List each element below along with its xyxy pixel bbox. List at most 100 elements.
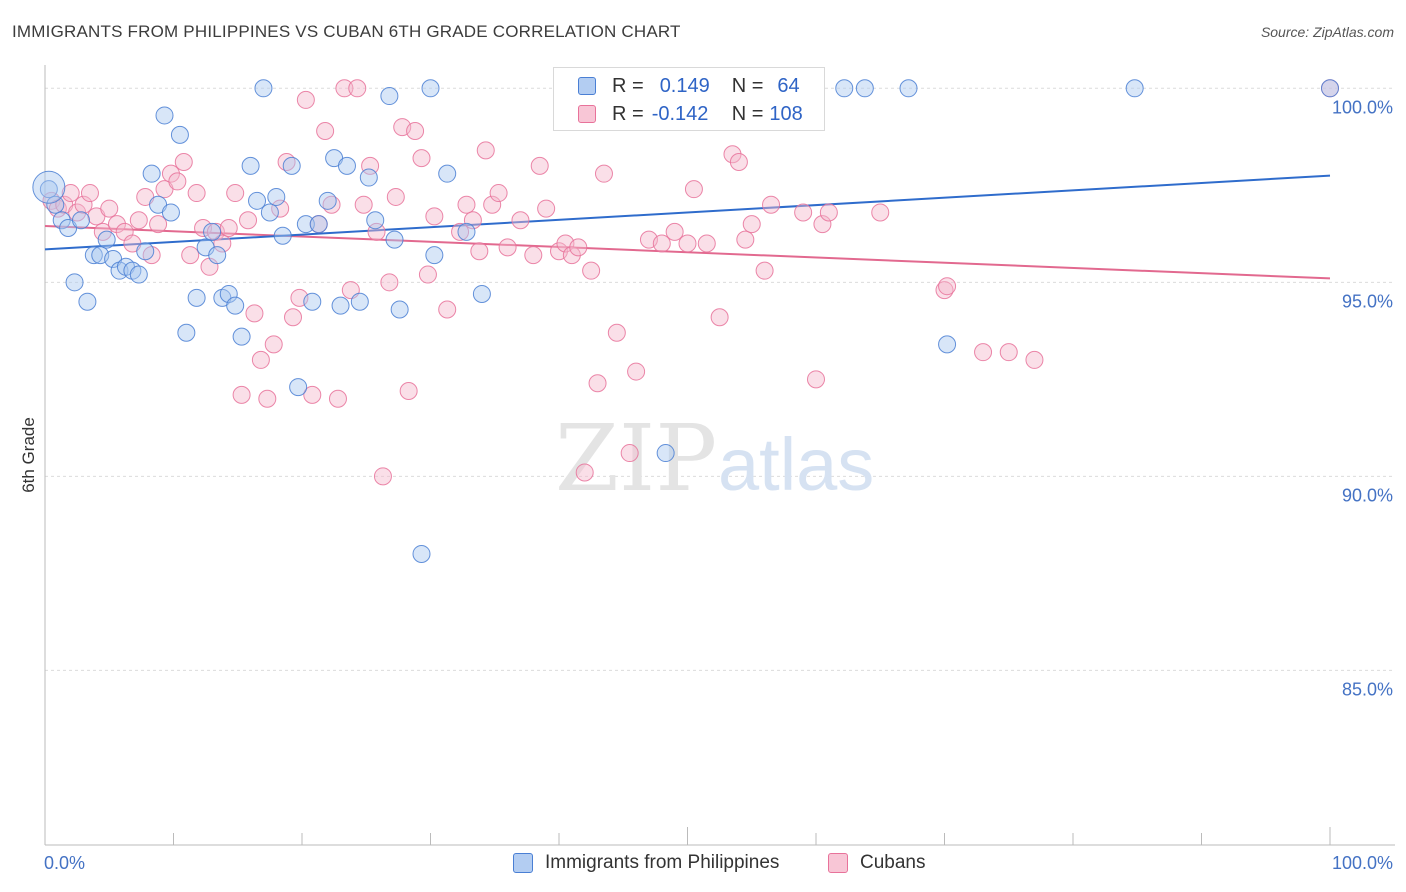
data-point — [328, 389, 347, 408]
data-point — [472, 284, 491, 303]
data-point — [39, 180, 58, 199]
y-tick-label: 95.0% — [1342, 291, 1393, 311]
data-point — [742, 215, 761, 234]
data-point — [627, 362, 646, 381]
data-point — [476, 141, 495, 160]
data-point — [1321, 79, 1339, 98]
trend-line — [44, 174, 1331, 251]
data-point — [938, 335, 957, 354]
data-point — [899, 79, 918, 98]
data-point — [1125, 79, 1144, 98]
data-point — [361, 156, 380, 175]
bottom-legend-swatch-pink — [828, 853, 848, 873]
data-point — [248, 191, 267, 210]
data-point — [161, 203, 180, 222]
legend-r-value: 0.149 — [659, 74, 710, 97]
data-point — [219, 284, 238, 303]
data-point — [65, 273, 84, 292]
data-point — [245, 304, 264, 323]
data-point — [354, 195, 373, 214]
data-point — [588, 374, 607, 393]
data-point — [289, 378, 308, 397]
data-point — [871, 203, 890, 222]
data-point — [530, 156, 549, 175]
data-point — [425, 207, 444, 226]
data-point — [421, 79, 440, 98]
data-point — [855, 79, 874, 98]
data-point — [418, 265, 437, 284]
data-point — [136, 242, 155, 261]
legend-swatch-blue — [578, 77, 596, 95]
data-point — [260, 203, 279, 222]
chart-title: IMMIGRANTS FROM PHILIPPINES VS CUBAN 6TH… — [12, 22, 681, 41]
data-point — [273, 226, 292, 245]
data-point — [498, 238, 517, 257]
gridlines — [45, 87, 1395, 671]
data-point — [337, 156, 356, 175]
data-point — [309, 215, 328, 234]
legend-swatch-pink — [578, 105, 596, 123]
bottom-legend-cubans: Cubans — [828, 852, 926, 874]
data-point — [594, 164, 613, 183]
data-point — [258, 389, 277, 408]
data-point — [710, 308, 729, 327]
data-point — [835, 79, 854, 98]
data-point — [129, 265, 148, 284]
data-point — [620, 444, 639, 463]
legend-r-value: -0.142 — [651, 102, 709, 125]
data-point — [254, 79, 273, 98]
data-point — [373, 467, 392, 486]
data-point — [174, 153, 193, 172]
data-point — [390, 300, 409, 319]
data-point — [385, 230, 404, 249]
data-point — [386, 187, 405, 206]
data-point — [61, 184, 80, 203]
data-point — [74, 195, 93, 214]
data-point — [974, 343, 993, 362]
data-point — [181, 246, 200, 265]
data-point — [335, 79, 354, 98]
data-point — [46, 195, 65, 214]
data-point — [251, 350, 270, 369]
data-point — [412, 149, 431, 168]
data-point — [239, 211, 258, 230]
data-point — [264, 335, 283, 354]
data-point — [425, 246, 444, 265]
data-point — [170, 125, 189, 144]
data-point — [762, 195, 781, 214]
data-point-large — [32, 170, 66, 204]
bottom-legend-philippines: Immigrants from Philippines — [513, 852, 779, 874]
data-point — [267, 187, 286, 206]
legend-r-label: R = — [612, 74, 644, 97]
bottom-legend-swatch-blue — [513, 853, 533, 873]
data-point — [412, 544, 431, 563]
legend-row-philippines: R = 0.149 N = 64 — [578, 74, 800, 98]
bottom-legend-label: Immigrants from Philippines — [545, 852, 780, 873]
correlation-legend: R = 0.149 N = 64 R = -0.142 N = 108 — [553, 67, 825, 131]
data-point — [203, 222, 222, 241]
data-point — [524, 246, 543, 265]
data-point — [100, 199, 119, 218]
y-tick-label: 85.0% — [1342, 679, 1393, 699]
data-point — [226, 296, 245, 315]
data-point — [219, 218, 238, 237]
x-tick-label: 0.0% — [44, 853, 85, 873]
data-point — [142, 164, 161, 183]
data-point — [187, 184, 206, 203]
legend-r-label: R = — [612, 102, 644, 125]
x-tick-label: 100.0% — [1332, 853, 1393, 873]
data-point — [483, 195, 502, 214]
watermark-atlas: atlas — [718, 423, 874, 506]
data-point — [399, 381, 418, 400]
data-point — [208, 246, 227, 265]
data-point — [794, 203, 813, 222]
data-point — [451, 222, 470, 241]
data-point — [511, 211, 530, 230]
data-points — [32, 79, 1339, 563]
data-point — [155, 106, 174, 125]
data-point — [187, 288, 206, 307]
data-point — [406, 121, 425, 140]
data-point — [271, 199, 290, 218]
data-point — [938, 277, 957, 296]
